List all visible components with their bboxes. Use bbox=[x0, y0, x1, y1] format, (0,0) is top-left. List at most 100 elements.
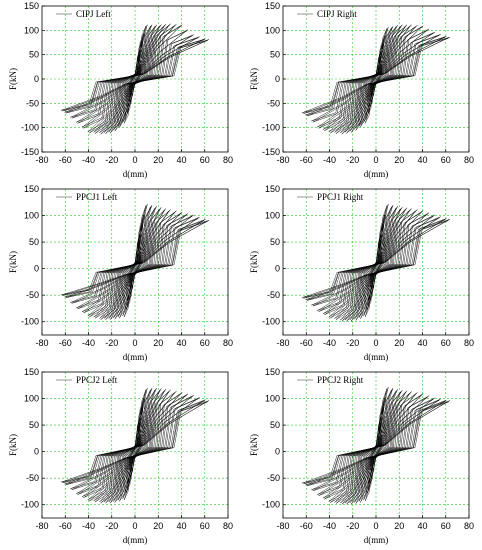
y-tick-label: -50 bbox=[26, 98, 39, 108]
x-tick-label: 80 bbox=[464, 521, 474, 531]
hysteresis-loop bbox=[346, 390, 408, 505]
hysteresis-loop bbox=[64, 220, 205, 298]
x-tick-label: -20 bbox=[105, 155, 118, 165]
x-axis-label: d(mm) bbox=[364, 352, 389, 362]
x-tick-label: 20 bbox=[153, 521, 163, 531]
x-tick-label: -40 bbox=[82, 155, 95, 165]
x-tick-label: -60 bbox=[59, 155, 72, 165]
hysteresis-loop bbox=[318, 397, 435, 496]
hysteresis-loop bbox=[312, 398, 441, 492]
hysteresis-loop bbox=[65, 219, 206, 298]
y-tick-label: 50 bbox=[270, 237, 280, 247]
hysteresis-loop bbox=[109, 24, 162, 134]
x-tick-label: 60 bbox=[200, 338, 210, 348]
hysteresis-loop bbox=[117, 206, 151, 318]
hysteresis-loop bbox=[360, 388, 394, 503]
x-tick-label: 0 bbox=[132, 155, 137, 165]
hysteresis-loop bbox=[346, 24, 408, 134]
x-axis-label: d(mm) bbox=[364, 535, 389, 545]
x-tick-label: -60 bbox=[300, 338, 313, 348]
hysteresis-loop bbox=[89, 392, 183, 502]
x-tick-label: -80 bbox=[35, 521, 48, 531]
chart-panel-3: -80 -60 -40 -20 0 20 40 60 80 -100 -50 0 50 100 150 d(m… bbox=[0, 183, 241, 366]
y-tick-label: -150 bbox=[262, 147, 280, 157]
chart-svg: -80 -60 -40 -20 0 20 40 60 80 -100 -50 0 50 100 150 d(m… bbox=[249, 367, 474, 545]
hysteresis-loop bbox=[324, 395, 430, 500]
hysteresis-loop bbox=[71, 36, 200, 119]
chart-svg: -80 -60 -40 -20 0 20 40 60 80 -150 -100 -50 0 50 100 15… bbox=[8, 1, 233, 179]
hysteresis-loop bbox=[114, 24, 157, 132]
chart-svg: -80 -60 -40 -20 0 20 40 60 80 -100 -50 0 50 100 150 d(m… bbox=[8, 184, 233, 362]
hysteresis-loop bbox=[77, 34, 194, 124]
x-tick-label: 40 bbox=[176, 521, 186, 531]
hysteresis-loop bbox=[70, 218, 199, 303]
hysteresis-loop bbox=[100, 209, 171, 320]
hysteresis-loop bbox=[76, 396, 193, 494]
x-axis-label: d(mm) bbox=[123, 535, 148, 545]
hysteresis-loop bbox=[71, 397, 200, 490]
x-tick-label: 40 bbox=[417, 338, 427, 348]
hysteresis-loop bbox=[318, 214, 435, 312]
hysteresis-loop bbox=[303, 218, 451, 299]
y-tick-label: -100 bbox=[262, 123, 280, 133]
hysteresis-loop bbox=[77, 214, 194, 310]
y-tick-label: 100 bbox=[265, 211, 280, 221]
legend-label: PPCJ2 Right bbox=[317, 375, 364, 385]
y-tick-label: 150 bbox=[265, 184, 280, 194]
y-tick-label: -100 bbox=[21, 500, 39, 510]
x-axis-label: d(mm) bbox=[364, 169, 389, 179]
chart-svg: -80 -60 -40 -20 0 20 40 60 80 -150 -100 -50 0 50 100 15… bbox=[249, 1, 474, 179]
hysteresis-loop bbox=[341, 208, 412, 322]
hysteresis-loop bbox=[330, 210, 424, 319]
y-tick-label: -150 bbox=[21, 147, 39, 157]
hysteresis-loop bbox=[94, 24, 177, 134]
y-axis-label: F(kN) bbox=[8, 68, 18, 90]
y-axis-label: F(kN) bbox=[249, 434, 259, 456]
hysteresis-loop bbox=[100, 23, 171, 135]
x-tick-label: -40 bbox=[82, 338, 95, 348]
x-tick-label: -20 bbox=[346, 338, 359, 348]
hysteresis-loop bbox=[94, 391, 177, 503]
hysteresis-loop bbox=[302, 401, 449, 484]
hysteresis-loop bbox=[355, 389, 398, 504]
x-tick-label: 0 bbox=[373, 155, 378, 165]
hysteresis-loop bbox=[62, 400, 210, 484]
hysteresis-loop bbox=[105, 208, 167, 320]
hysteresis-loop bbox=[318, 31, 435, 129]
hysteresis-loop bbox=[317, 215, 434, 311]
hysteresis-loop bbox=[302, 220, 449, 298]
x-tick-label: -80 bbox=[35, 155, 48, 165]
x-tick-label: -20 bbox=[346, 521, 359, 531]
hysteresis-loop bbox=[119, 388, 153, 502]
hysteresis-loop bbox=[355, 206, 398, 321]
x-tick-label: -60 bbox=[59, 521, 72, 531]
hysteresis-loop bbox=[114, 388, 157, 503]
hysteresis-loop bbox=[94, 210, 177, 319]
x-tick-label: 20 bbox=[153, 155, 163, 165]
y-tick-label: -50 bbox=[267, 98, 280, 108]
x-tick-label: 60 bbox=[441, 521, 451, 531]
hysteresis-loop bbox=[105, 389, 167, 504]
hysteresis-loop bbox=[311, 217, 440, 306]
x-tick-label: -60 bbox=[300, 521, 313, 531]
legend-label: PPCJ1 Right bbox=[317, 192, 364, 202]
x-tick-label: 80 bbox=[464, 155, 474, 165]
y-tick-label: 0 bbox=[275, 74, 280, 84]
hysteresis-loop bbox=[354, 207, 397, 320]
y-tick-label: 150 bbox=[265, 1, 280, 11]
y-tick-label: 150 bbox=[24, 1, 39, 11]
x-tick-label: 80 bbox=[223, 521, 233, 531]
hysteresis-loop bbox=[312, 34, 441, 123]
y-tick-label: 0 bbox=[34, 74, 39, 84]
hysteresis-loop bbox=[324, 28, 430, 131]
x-tick-label: 60 bbox=[441, 155, 451, 165]
y-tick-label: -50 bbox=[26, 473, 39, 483]
y-tick-label: 50 bbox=[29, 420, 39, 430]
hysteresis-loop bbox=[109, 388, 162, 504]
x-tick-label: 40 bbox=[176, 155, 186, 165]
hysteresis-loop bbox=[113, 207, 156, 319]
hysteresis-loop bbox=[330, 25, 424, 134]
x-tick-label: 0 bbox=[132, 521, 137, 531]
hysteresis-loop bbox=[350, 24, 403, 133]
hysteresis-loop bbox=[77, 394, 194, 495]
